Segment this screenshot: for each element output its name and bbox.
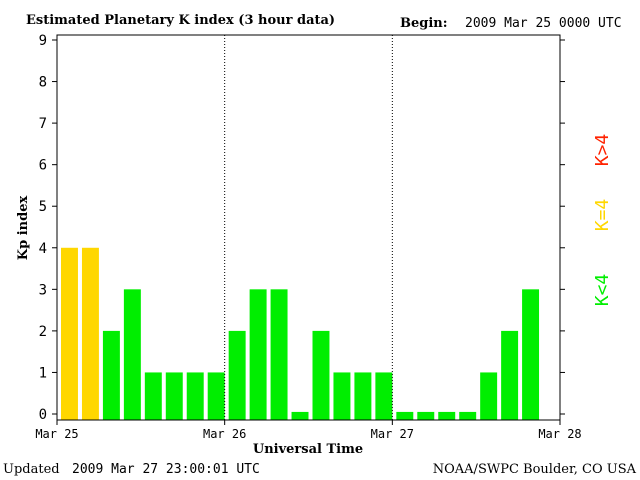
y-tick-label: 3 xyxy=(39,282,47,298)
kp-bar xyxy=(165,372,183,420)
kp-bar xyxy=(459,411,477,420)
y-axis-label: Kp index xyxy=(16,196,31,261)
kp-bar xyxy=(333,372,351,420)
kp-bar xyxy=(522,289,540,420)
kp-bar xyxy=(249,289,267,420)
kp-bar xyxy=(123,289,141,420)
kp-bar xyxy=(228,330,246,420)
kp-bar xyxy=(417,411,435,420)
begin-value: 2009 Mar 25 0000 UTC xyxy=(465,16,622,31)
kp-bar xyxy=(270,289,288,420)
kp-bar xyxy=(312,330,330,420)
y-tick-label: 9 xyxy=(39,33,47,49)
y-tick-label: 4 xyxy=(39,241,47,257)
kp-bar xyxy=(144,372,162,420)
legend-below: K<4 xyxy=(592,274,613,307)
kp-bar xyxy=(354,372,372,420)
legend-equal: K=4 xyxy=(592,199,613,232)
updated-value: 2009 Mar 27 23:00:01 UTC xyxy=(72,462,260,477)
updated-label: Updated xyxy=(3,462,60,477)
kp-bar xyxy=(81,247,99,420)
chart-title: Estimated Planetary K index (3 hour data… xyxy=(26,13,335,28)
credit-text: NOAA/SWPC Boulder, CO USA xyxy=(433,462,637,477)
y-tick-label: 6 xyxy=(39,158,47,174)
kp-bar xyxy=(61,247,78,420)
legend-above: K>4 xyxy=(592,134,613,167)
kp-bar xyxy=(186,372,204,420)
y-tick-label: 7 xyxy=(39,116,47,132)
kp-bar xyxy=(501,330,519,420)
y-tick-label: 8 xyxy=(39,75,47,91)
x-tick-label: Mar 26 xyxy=(203,427,246,441)
kp-bar xyxy=(207,372,225,420)
y-tick-label: 2 xyxy=(39,324,47,340)
kp-bar xyxy=(375,372,393,420)
kp-bar xyxy=(480,372,498,420)
kp-bar xyxy=(396,411,414,420)
x-tick-label: Mar 25 xyxy=(35,427,78,441)
x-tick-label: Mar 28 xyxy=(538,427,581,441)
begin-label: Begin: xyxy=(400,16,448,31)
x-ticks: Mar 25 Mar 26 Mar 27 Mar 28 xyxy=(35,420,582,441)
plot-frame xyxy=(56,34,561,421)
day-dividers xyxy=(224,35,393,420)
y-tick-label: 5 xyxy=(39,199,47,215)
kp-bar xyxy=(291,411,309,420)
x-tick-label: Mar 27 xyxy=(371,427,414,441)
y-tick-label: 1 xyxy=(39,365,47,381)
bars-group xyxy=(61,247,540,420)
x-axis-label: Universal Time xyxy=(253,442,363,457)
y-tick-label: 0 xyxy=(39,407,47,423)
kp-bar xyxy=(438,411,456,420)
kp-bar xyxy=(102,330,120,420)
y-ticks: 0 1 2 3 4 5 6 7 8 9 xyxy=(39,33,565,423)
